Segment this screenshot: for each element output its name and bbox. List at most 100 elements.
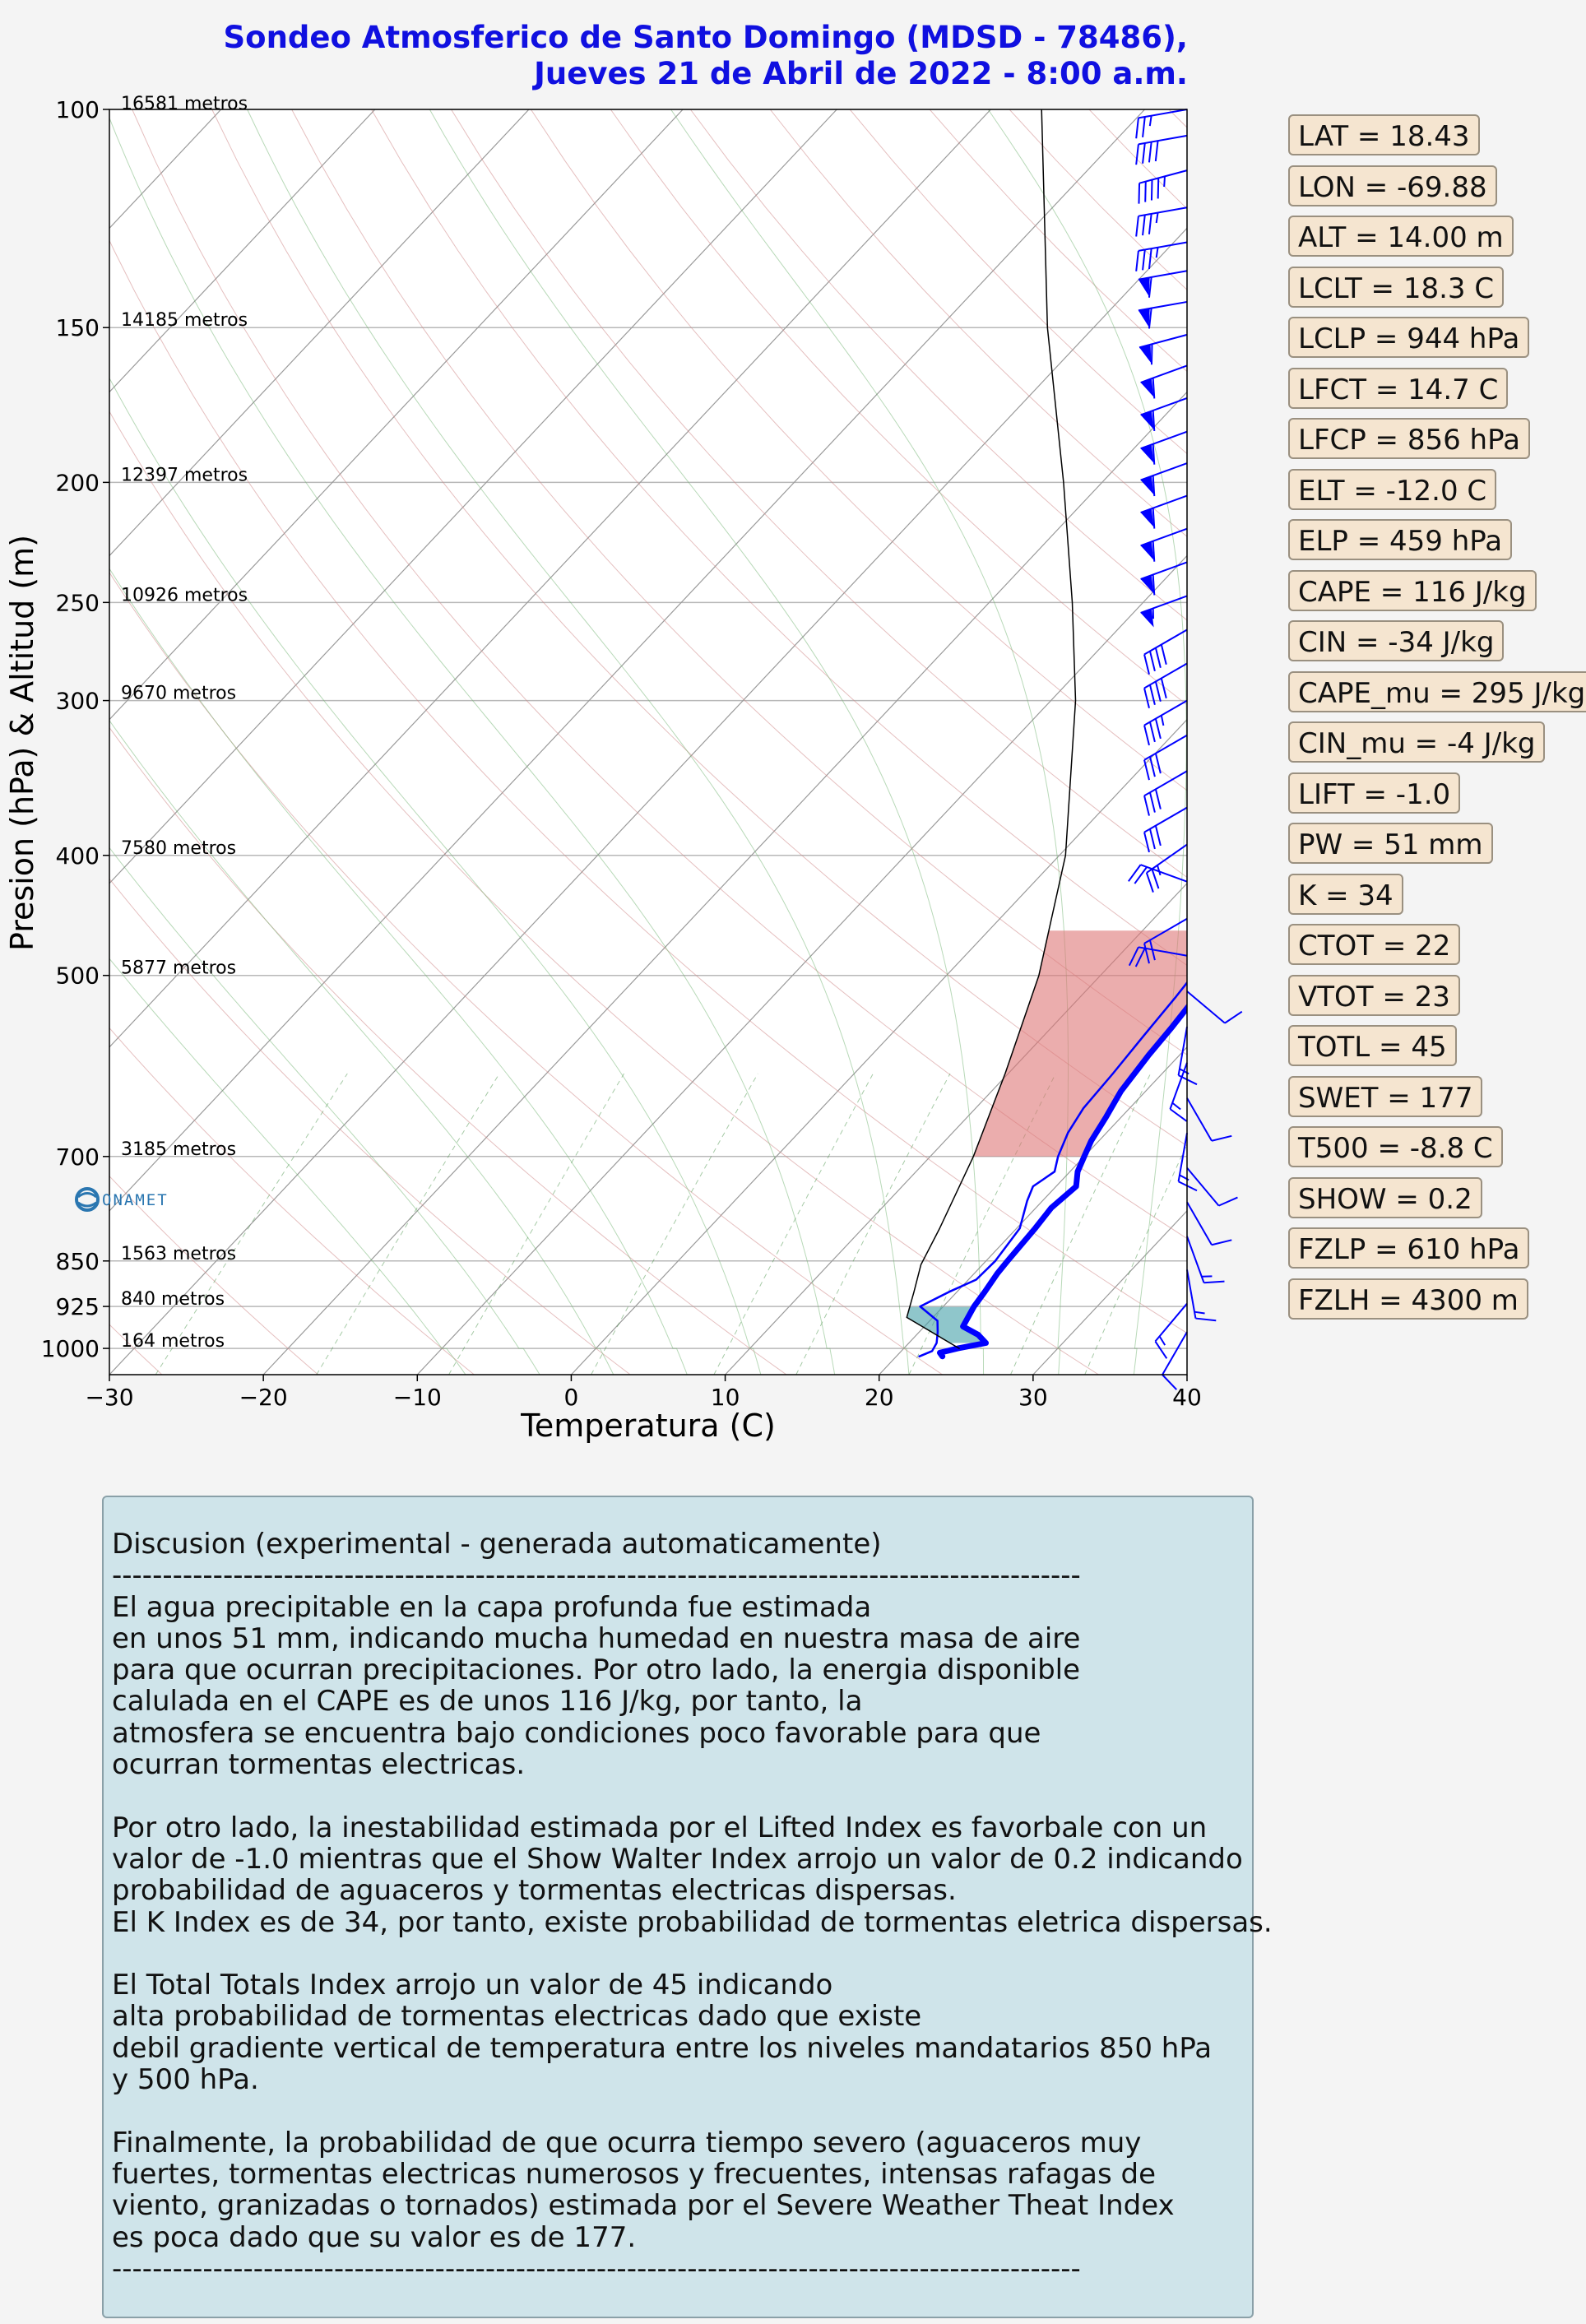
wind-barb-flag (1162, 1374, 1178, 1390)
wind-barb-staff (1138, 946, 1188, 957)
wind-barb (1140, 364, 1188, 399)
wind-barb (1143, 699, 1188, 746)
moist-adiabat (109, 719, 614, 1375)
index-box: CIN = -34 J/kg (1288, 620, 1505, 661)
x-tick-label: 0 (564, 1384, 579, 1411)
wind-barb (1145, 843, 1188, 893)
wind-barb-pennant (1140, 609, 1154, 628)
wind-barb-flag (1211, 1239, 1232, 1246)
wind-barb-flag (1143, 759, 1150, 781)
wind-barb (1135, 206, 1188, 237)
discussion-separator-bottom: ----------------------------------------… (112, 2252, 1081, 2285)
altitude-label: 10926 metros (121, 585, 248, 605)
isotherm-line (725, 882, 1187, 1375)
wind-barb-flag (1143, 725, 1150, 746)
wind-barb-staff (1143, 699, 1188, 726)
wind-barb-flag (1152, 378, 1156, 399)
isotherm-line (109, 109, 837, 884)
wind-barb-flag (1148, 792, 1156, 813)
isotherm-line (109, 109, 991, 1048)
y-tick-label: 500 (56, 963, 100, 990)
wind-barb (1140, 462, 1188, 497)
wind-barb (1140, 595, 1188, 628)
wind-barb (1143, 629, 1188, 675)
wind-barb-staff (1169, 1062, 1188, 1110)
x-tick-label: 10 (711, 1384, 740, 1411)
altitude-label: 7580 metros (121, 838, 236, 859)
wind-barb-flag (1154, 753, 1162, 774)
y-tick-label: 100 (56, 96, 100, 123)
y-tick-label: 700 (56, 1143, 100, 1171)
wind-barb-flag (1178, 1181, 1198, 1192)
wind-barb (1154, 1302, 1188, 1359)
wind-barb-flag (1142, 116, 1146, 137)
wind-barb-staff (1143, 917, 1188, 944)
isotherm-line (109, 109, 376, 393)
wind-barb-pennant (1138, 308, 1150, 327)
discussion-heading: Discusion (experimental - generada autom… (112, 1528, 882, 1561)
isotherm-line (262, 391, 1187, 1375)
wind-barb-flag (1169, 1108, 1188, 1122)
mixing-ratio-line (155, 1073, 348, 1375)
dry-adiabat (371, 109, 1187, 967)
dry-adiabat (451, 109, 1187, 879)
wind-barb-staff (1138, 169, 1188, 184)
wind-barb-staff (1186, 1269, 1197, 1319)
wind-barb (1186, 1201, 1232, 1246)
wind-barb-staff (1143, 662, 1188, 689)
chart-title-line-2: Jueves 21 de Abril de 2022 - 8:00 a.m. (534, 56, 1188, 91)
wind-barb (1135, 241, 1188, 271)
isotherm-line (570, 718, 1187, 1375)
moist-adiabat (247, 109, 910, 1375)
dry-adiabat (109, 1176, 318, 1375)
wind-barb (1128, 946, 1188, 967)
wind-barb-staff (1186, 1167, 1220, 1207)
wind-barb-staff (1138, 270, 1188, 281)
moist-adiabat (429, 109, 985, 1375)
wind-barb-staff (1177, 1132, 1188, 1182)
index-box: FZLH = 4300 m (1288, 1278, 1528, 1320)
moist-adiabat (987, 109, 1187, 1375)
wind-barb-half (1155, 247, 1159, 258)
index-box: LCLT = 18.3 C (1288, 266, 1505, 308)
y-tick-label: 150 (56, 314, 100, 341)
moist-adiabat (109, 847, 540, 1375)
wind-barb-flag (1135, 216, 1139, 237)
wind-barb-pennant (1140, 411, 1154, 430)
wind-barb-staff (1143, 770, 1188, 797)
wind-barb-flag (1135, 250, 1139, 271)
dry-adiabat (109, 239, 1187, 1334)
wind-barb-flag (1134, 866, 1148, 884)
wind-barb-flag (1150, 179, 1153, 201)
wind-barb-flag (1148, 721, 1156, 743)
wind-barb-flag (1148, 684, 1156, 705)
altitude-label: 12397 metros (121, 465, 248, 485)
mixing-ratio-line (448, 1073, 625, 1375)
dry-adiabat (109, 878, 631, 1375)
wind-barb-flag (1135, 118, 1139, 139)
wind-barb-flag (1148, 141, 1152, 163)
wind-barb (1138, 300, 1188, 329)
wind-barb-flag (1142, 142, 1146, 164)
index-box: TOTL = 45 (1288, 1025, 1457, 1066)
wind-barb-flag (1148, 828, 1156, 850)
x-tick-label: 20 (865, 1384, 894, 1411)
wind-barb-staff (1186, 1236, 1205, 1283)
dry-adiabat (530, 109, 1187, 791)
wind-barb (1135, 109, 1188, 139)
wind-barb-flag (1138, 183, 1141, 204)
x-tick-label: −10 (393, 1384, 442, 1411)
plot-area (109, 109, 1187, 1375)
wind-barb (1143, 770, 1188, 816)
temperature-line (937, 1003, 1187, 1360)
wind-barb-staff (1186, 1097, 1213, 1142)
wind-barb-flag (1148, 651, 1156, 672)
dry-adiabat (109, 572, 943, 1375)
y-tick-label: 250 (56, 589, 100, 616)
wind-barb-half (1201, 1275, 1213, 1278)
wind-barb-flag (1218, 1196, 1238, 1207)
wind-barb-flag (1224, 1010, 1243, 1024)
altitude-label: 840 metros (121, 1289, 225, 1310)
index-box: LFCT = 14.7 C (1288, 367, 1509, 409)
wind-barb-half (1152, 608, 1154, 619)
